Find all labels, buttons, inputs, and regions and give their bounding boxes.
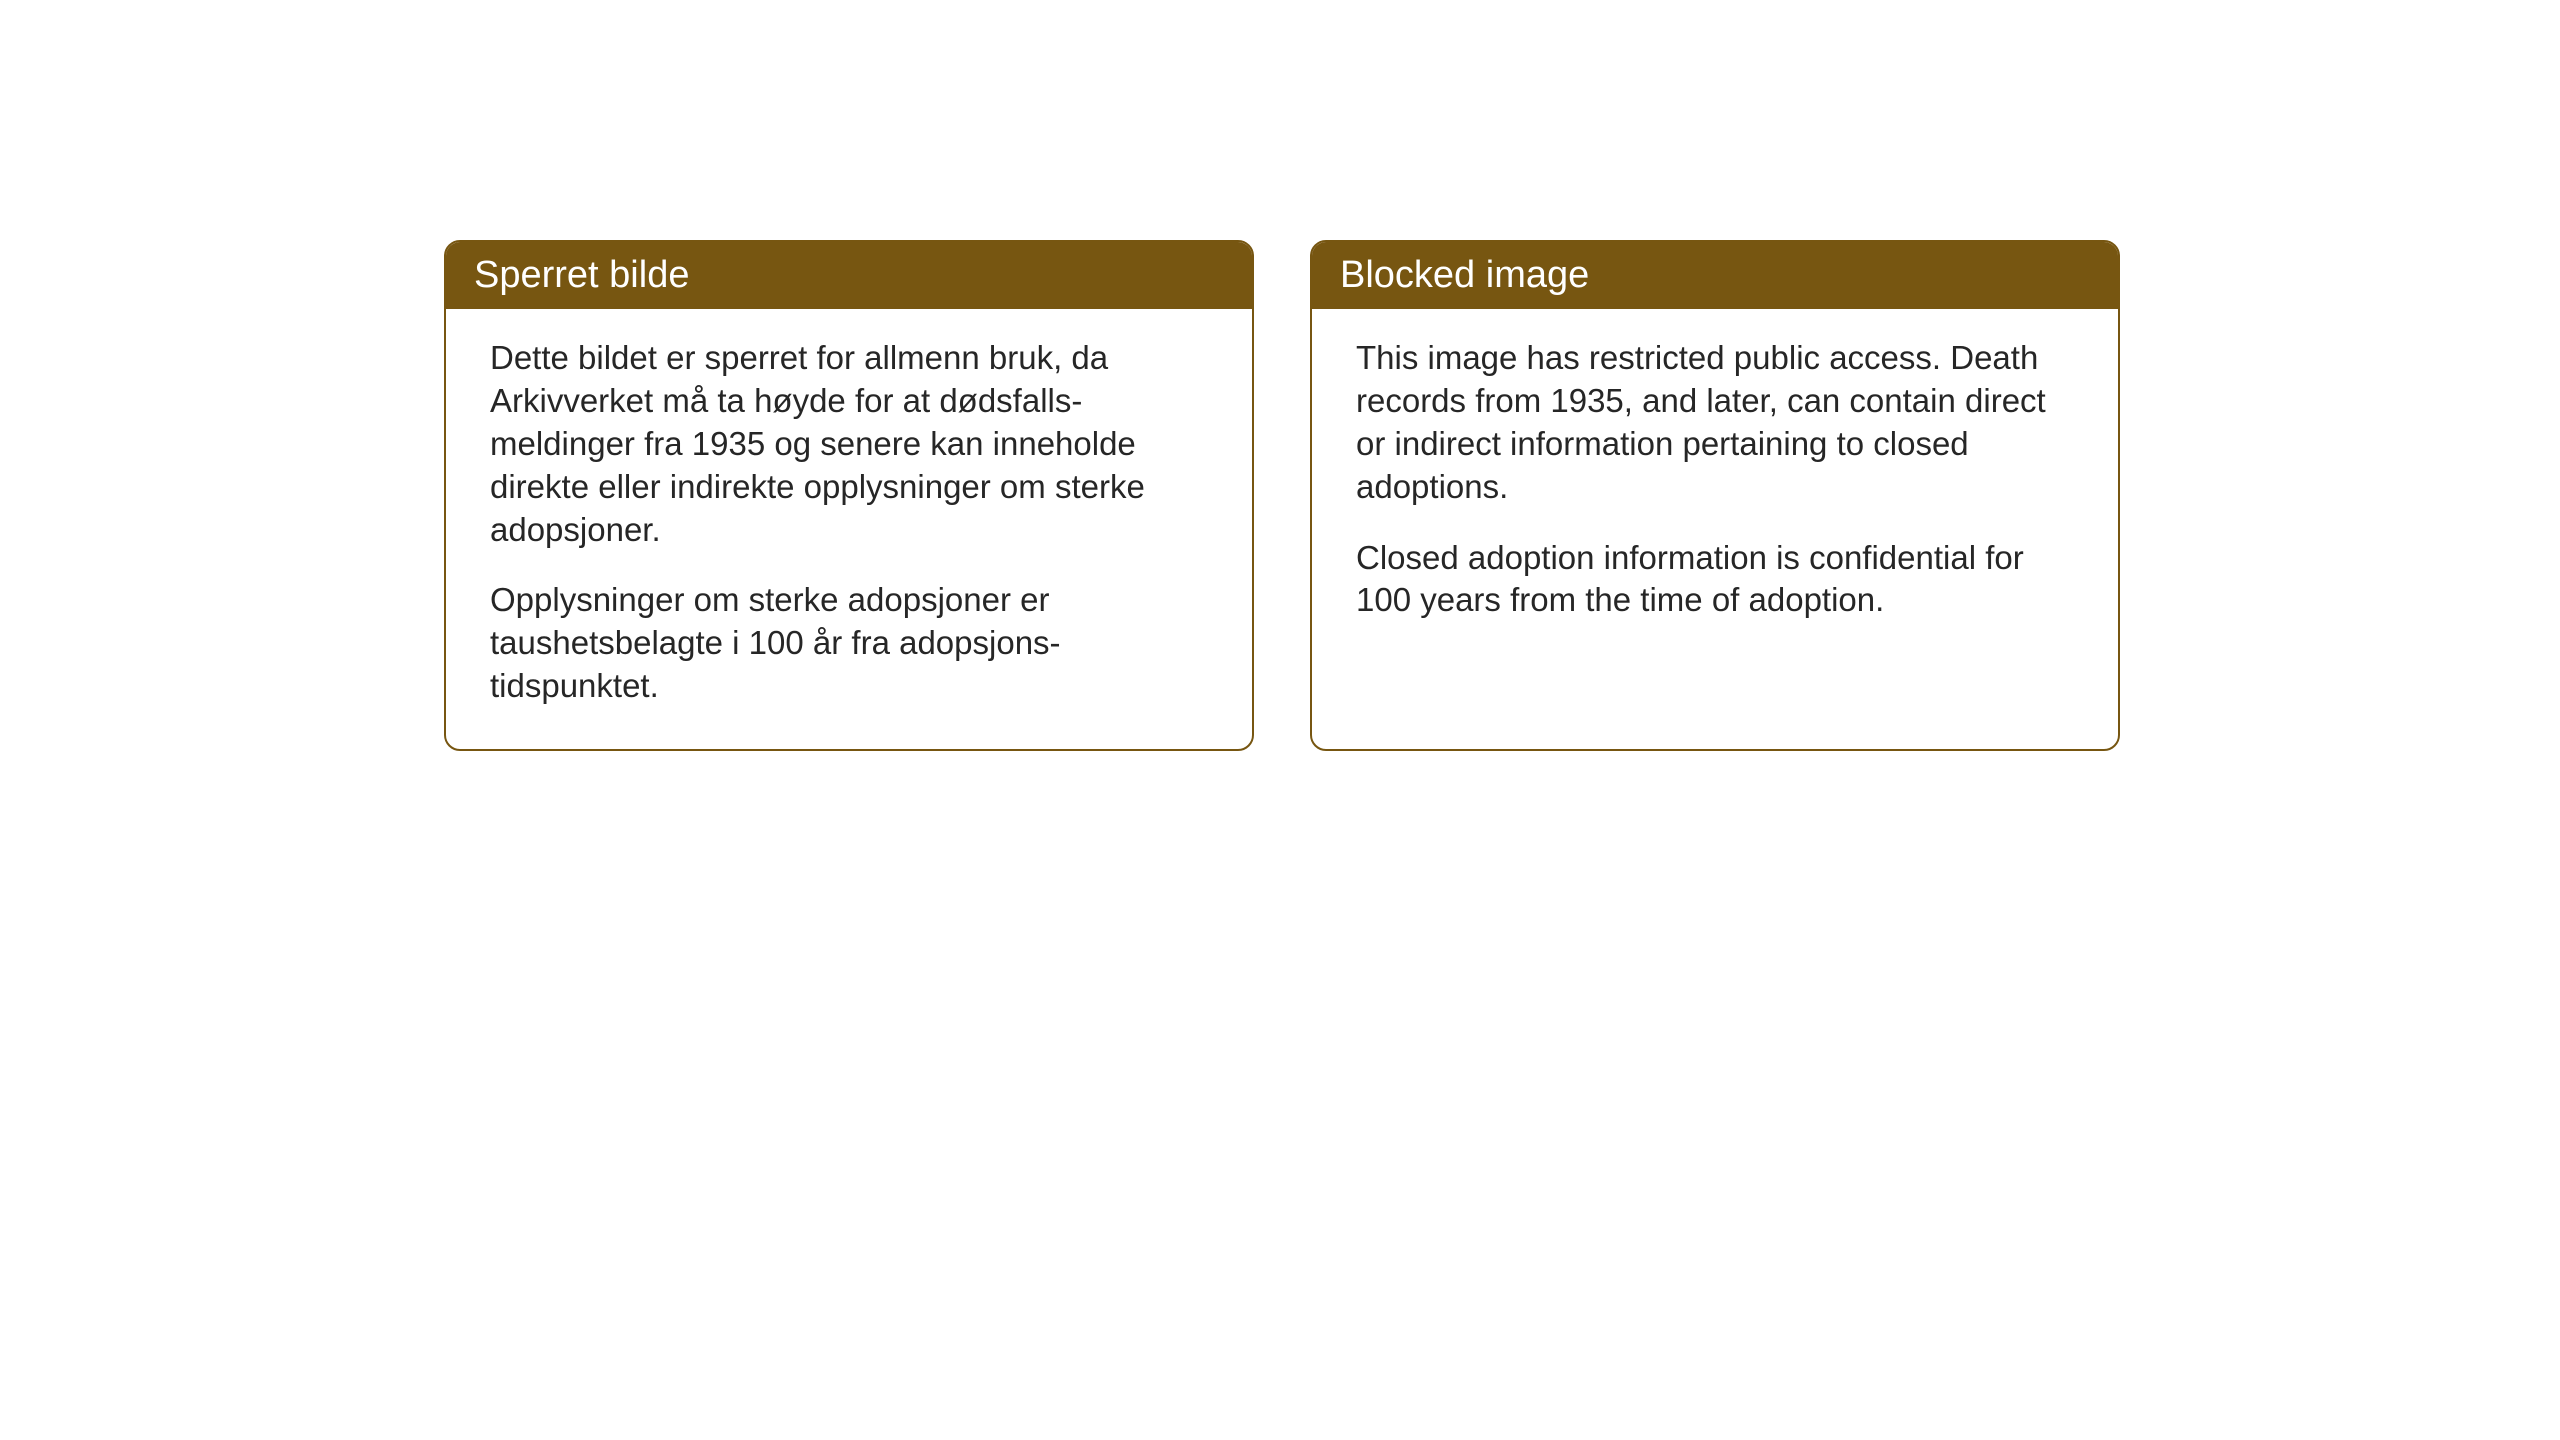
english-box-title: Blocked image [1312, 242, 2118, 309]
norwegian-paragraph-2: Opplysninger om sterke adopsjoner er tau… [490, 579, 1208, 708]
norwegian-box-body: Dette bildet er sperret for allmenn bruk… [446, 309, 1252, 744]
english-info-box: Blocked image This image has restricted … [1310, 240, 2120, 751]
info-boxes-container: Sperret bilde Dette bildet er sperret fo… [444, 240, 2120, 751]
norwegian-box-title: Sperret bilde [446, 242, 1252, 309]
english-paragraph-2: Closed adoption information is confident… [1356, 537, 2074, 623]
norwegian-info-box: Sperret bilde Dette bildet er sperret fo… [444, 240, 1254, 751]
english-box-body: This image has restricted public access.… [1312, 309, 2118, 658]
norwegian-paragraph-1: Dette bildet er sperret for allmenn bruk… [490, 337, 1208, 551]
english-paragraph-1: This image has restricted public access.… [1356, 337, 2074, 509]
